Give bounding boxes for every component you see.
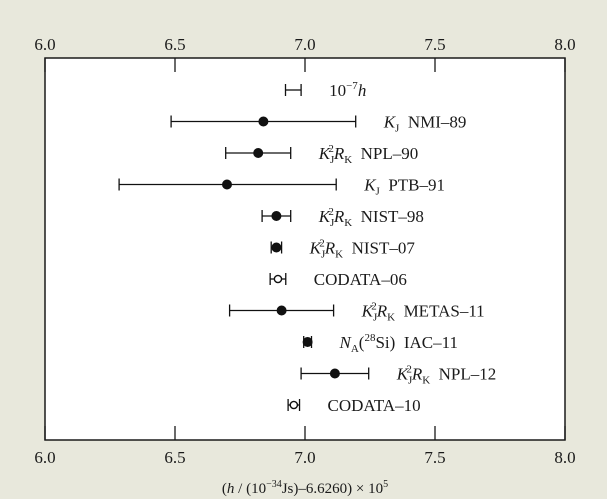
entry: CODATA–06 [269, 270, 407, 289]
top-tick-label: 7.0 [294, 35, 315, 54]
top-tick-label: 6.5 [164, 35, 185, 54]
bottom-tick-label: 7.0 [294, 448, 315, 467]
bottom-tick-label: 6.5 [164, 448, 185, 467]
entry-label: KJ2RK NPL–90 [318, 143, 419, 166]
point-marker-filled [302, 337, 313, 347]
top-tick-label: 7.5 [424, 35, 445, 54]
point-marker-filled [271, 211, 282, 221]
entry: KJ2RK NPL–90 [225, 143, 419, 166]
point-marker-filled [222, 179, 232, 190]
entry: KJ2RK NIST–98 [261, 206, 424, 229]
bottom-tick-label: 6.0 [34, 448, 55, 467]
entry: KJ2RK NIST–07 [270, 238, 416, 261]
point-marker-filled [329, 368, 340, 379]
point-marker-open [289, 400, 299, 410]
entry: NA(28Si) IAC–11 [302, 332, 458, 355]
measurement-entries: 10−7h KJ NMI–89 KJ2RK NPL–90 KJ PTB–91 KJ2RK… [118, 80, 497, 415]
entry: KJ PTB–91 [118, 176, 445, 198]
top-tick-label: 6.0 [34, 35, 55, 54]
entry: CODATA–10 [287, 396, 421, 415]
entry-label: KJ2RK NIST–98 [318, 206, 424, 229]
entry-label: NA(28Si) IAC–11 [339, 332, 458, 355]
top-tick-label: 8.0 [554, 35, 575, 54]
point-marker-filled [253, 148, 264, 158]
entry: KJ NMI–89 [170, 113, 467, 135]
entry-label: KJ2RK NPL–12 [396, 364, 497, 387]
entry: KJ2RK NPL–12 [300, 364, 497, 387]
entry-label: CODATA–06 [314, 270, 407, 289]
entry-label: KJ NMI–89 [383, 113, 467, 135]
entry-label: KJ2RK NIST–07 [309, 238, 416, 261]
entry-label: KJ PTB–91 [363, 176, 445, 198]
bottom-axis-ticks: 6.0 6.5 7.0 7.5 8.0 [34, 426, 576, 467]
top-axis-ticks: 6.0 6.5 7.0 7.5 8.0 [34, 35, 576, 72]
entry-label: KJ2RK METAS–11 [361, 301, 485, 324]
bottom-tick-label: 7.5 [424, 448, 445, 467]
bottom-tick-label: 8.0 [554, 448, 575, 467]
point-marker-filled [258, 116, 269, 127]
point-marker-filled [276, 305, 287, 316]
point-marker-filled [271, 242, 282, 253]
entry: KJ2RK METAS–11 [228, 301, 485, 324]
entry-label: CODATA–10 [328, 396, 421, 415]
x-axis-label: (h / (10−34Js)–6.6260) × 105 [222, 479, 388, 497]
entry: 10−7h [284, 80, 366, 100]
entry-label: 10−7h [329, 80, 366, 100]
point-marker-open [273, 274, 283, 284]
